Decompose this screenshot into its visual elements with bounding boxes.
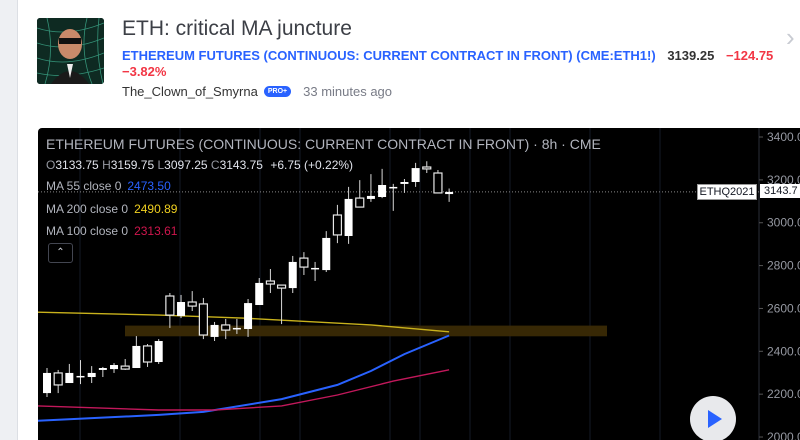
open-value: 3133.75: [55, 158, 99, 172]
candle-body: [255, 282, 264, 306]
candle-body: [433, 172, 443, 194]
candle-body: [389, 186, 398, 189]
axis-tick-label: 2600.0: [767, 301, 800, 315]
idea-meta: The_Clown_of_Smyrna PRO+ 33 minutes ago: [122, 84, 392, 99]
candle-body: [98, 368, 107, 370]
symbol-change: −124.75: [725, 48, 774, 63]
candle-body: [210, 324, 219, 337]
open-label: O: [46, 158, 56, 172]
indicator-ma55[interactable]: MA 55 close 0 2473.50: [46, 179, 171, 193]
low-label: L: [157, 158, 165, 172]
ma-line-55: [38, 334, 450, 422]
candle-body: [299, 257, 309, 268]
candle-body: [400, 182, 409, 184]
candle-body: [232, 327, 241, 330]
left-sidebar-strip: [0, 0, 18, 440]
idea-title: ETH: critical MA juncture: [122, 17, 352, 40]
candle-body: [198, 303, 208, 336]
candlestick-chart: 3400.0 3200.0 3000.0 2800.0 2600.0 2400.0 2200…: [38, 128, 800, 440]
indicator-label: MA 55 close 0: [46, 179, 122, 193]
low-value: 3097.25: [164, 158, 208, 172]
candle-body: [177, 302, 186, 316]
indicator-value: 2313.61: [134, 224, 178, 238]
candle-body: [187, 301, 197, 307]
symbol-link[interactable]: ETHEREUM FUTURES (CONTINUOUS: CURRENT CO…: [122, 48, 656, 63]
axis-tick-label: 2400.0: [767, 344, 800, 358]
indicator-ma200[interactable]: MA 200 close 0 2490.89: [46, 202, 177, 216]
candle-body: [411, 168, 420, 183]
axis-tick-label: 2000.0: [767, 430, 800, 440]
axis-tick-label: 3200.0: [767, 173, 800, 187]
indicator-label: MA 200 close 0: [46, 202, 129, 216]
candle-body: [445, 191, 454, 195]
support-zone: [125, 325, 607, 337]
high-value: 3159.75: [110, 158, 155, 172]
indicator-ma100[interactable]: MA 100 close 0 2313.61: [46, 224, 177, 238]
candle-body: [344, 198, 353, 237]
candle-body: [366, 195, 375, 199]
candle-body: [288, 261, 297, 289]
close-value: 3143.75: [219, 158, 263, 172]
candle-body: [110, 365, 119, 370]
symbol-line: ETHEREUM FUTURES (CONTINUOUS: CURRENT CO…: [122, 48, 782, 80]
chevron-right-icon[interactable]: ›: [786, 22, 795, 52]
candle-body: [165, 295, 175, 316]
indicator-value: 2473.50: [127, 179, 171, 193]
axis-tick-label: 2200.0: [767, 387, 800, 401]
candle-body: [132, 345, 141, 369]
indicator-label: MA 100 close 0: [46, 224, 129, 238]
ohlc-readout: O3133.75 H3159.75 L3097.25 C3143.75 +6.7…: [46, 158, 353, 172]
candle-body: [378, 185, 387, 198]
ma-line-200: [38, 311, 450, 333]
ma-line-100: [38, 369, 450, 411]
chart-panel[interactable]: 3400.0 3200.0 3000.0 2800.0 2600.0 2400.0 2200…: [38, 128, 800, 440]
candle-body: [355, 197, 365, 208]
candle-body: [43, 372, 51, 394]
pro-badge: PRO+: [263, 86, 292, 97]
candle-body: [65, 372, 74, 384]
candle-body: [154, 341, 163, 363]
candle-body: [322, 237, 331, 271]
axis-tick-label: 3400.0: [767, 130, 800, 144]
candle-body: [311, 267, 320, 270]
contract-tag: ETHQ2021: [697, 184, 757, 200]
candle-body: [53, 372, 63, 386]
close-label: C: [210, 158, 220, 172]
author-name[interactable]: The_Clown_of_Smyrna: [122, 84, 258, 99]
play-icon[interactable]: [690, 396, 736, 440]
symbol-change-pct: −3.82%: [122, 64, 167, 79]
candle-body: [332, 214, 343, 236]
candle-body: [76, 375, 85, 378]
candle-body: [221, 324, 231, 331]
candle-body: [120, 365, 130, 370]
candle-body: [142, 345, 153, 363]
symbol-price: 3139.25: [667, 48, 715, 63]
avatar-image: [37, 18, 104, 84]
candle-body: [265, 280, 275, 285]
axis-tick-label: 3000.0: [767, 216, 800, 230]
axis-tick-label: 2800.0: [767, 259, 800, 273]
change-value: +6.75 (+0.22%): [270, 158, 354, 172]
candle-body: [87, 372, 96, 378]
author-avatar[interactable]: [37, 18, 104, 84]
candle-body: [422, 166, 432, 170]
chevron-up-icon[interactable]: ⌃: [48, 243, 73, 263]
indicator-value: 2490.89: [134, 202, 178, 216]
chart-title: ETHEREUM FUTURES (CONTINUOUS: CURRENT CO…: [46, 136, 601, 152]
time-ago: 33 minutes ago: [303, 84, 393, 99]
candle-body: [244, 303, 253, 330]
high-label: H: [102, 158, 111, 172]
candle-body: [276, 284, 287, 289]
last-price-tag: 3143.7: [760, 184, 800, 198]
